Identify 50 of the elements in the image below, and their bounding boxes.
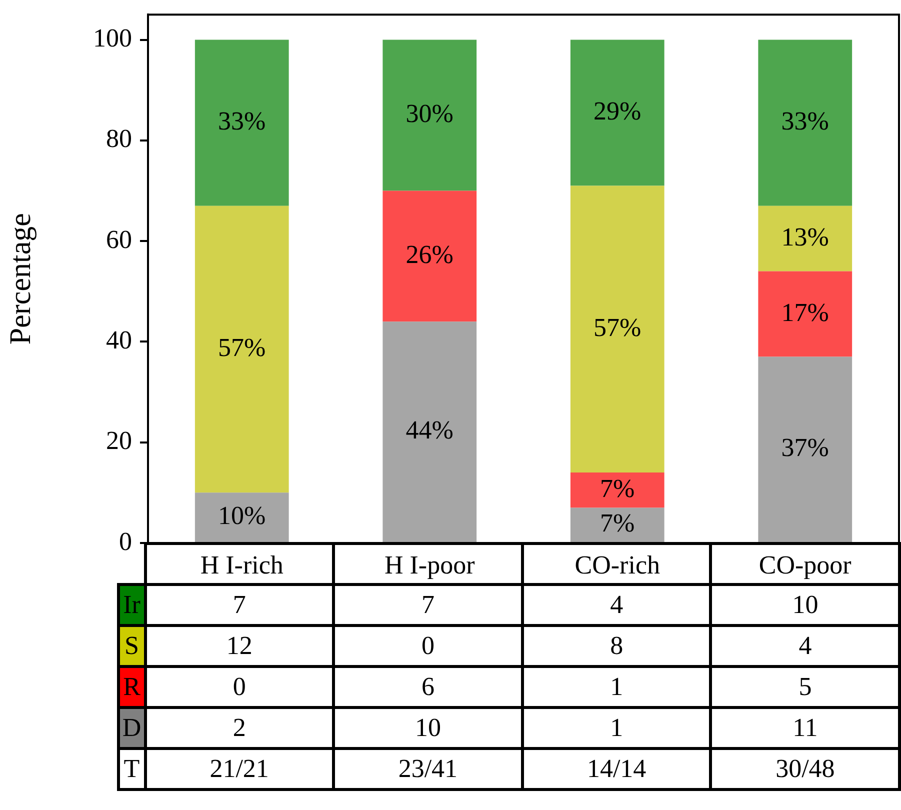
text: 10 [792, 590, 818, 619]
category-label: D [122, 713, 142, 742]
text: 5 [798, 672, 812, 701]
text: 1 [610, 713, 624, 742]
y-tick-label: 80 [106, 124, 132, 154]
text: 0 [232, 672, 246, 701]
data-label: 57% [594, 312, 642, 342]
text: 4 [798, 631, 812, 660]
y-tick-label: 100 [93, 24, 132, 53]
text: 14/14 [586, 754, 646, 783]
text: 11 [792, 713, 818, 742]
data-label: 7% [600, 474, 635, 503]
text: 8 [610, 631, 624, 660]
y-axis-title: Percentage [4, 213, 37, 345]
text: 7 [232, 590, 246, 619]
text: 30/48 [776, 754, 835, 783]
category-label: T [124, 754, 140, 783]
data-label: 44% [406, 416, 454, 445]
data-label: 57% [218, 333, 266, 362]
category-label: Ir [123, 590, 140, 619]
text: 23/41 [398, 754, 458, 783]
x-tick-label: H I-poor [384, 550, 476, 580]
text: 2 [232, 713, 246, 742]
category-label: R [123, 672, 140, 701]
category-label: S [124, 631, 139, 660]
y-tick-label: 20 [106, 426, 132, 456]
y-tick-label: 60 [106, 224, 132, 254]
text: 0 [421, 631, 434, 660]
y-tick-label: 0 [119, 526, 132, 556]
data-label: 37% [781, 433, 829, 462]
text: 21/21 [210, 754, 269, 783]
text: 10 [414, 713, 441, 742]
data-label: 26% [406, 240, 454, 269]
text: 4 [610, 590, 624, 619]
x-tick-label: CO-rich [574, 550, 660, 580]
data-label: 13% [781, 222, 829, 252]
text: 12 [226, 631, 252, 660]
y-tick-label: 40 [106, 326, 132, 355]
text: 7 [421, 590, 434, 619]
text: 1 [610, 672, 624, 701]
x-tick-label: H I-rich [200, 550, 284, 580]
data-label: 10% [218, 501, 266, 530]
data-label: 29% [594, 96, 642, 126]
x-tick-label: CO-poor [758, 550, 852, 580]
data-label: 7% [600, 508, 635, 538]
data-label: 17% [781, 298, 829, 327]
text: 6 [421, 672, 434, 701]
data-label: 33% [781, 106, 829, 136]
data-label: 33% [218, 106, 266, 136]
data-label: 30% [406, 99, 454, 128]
